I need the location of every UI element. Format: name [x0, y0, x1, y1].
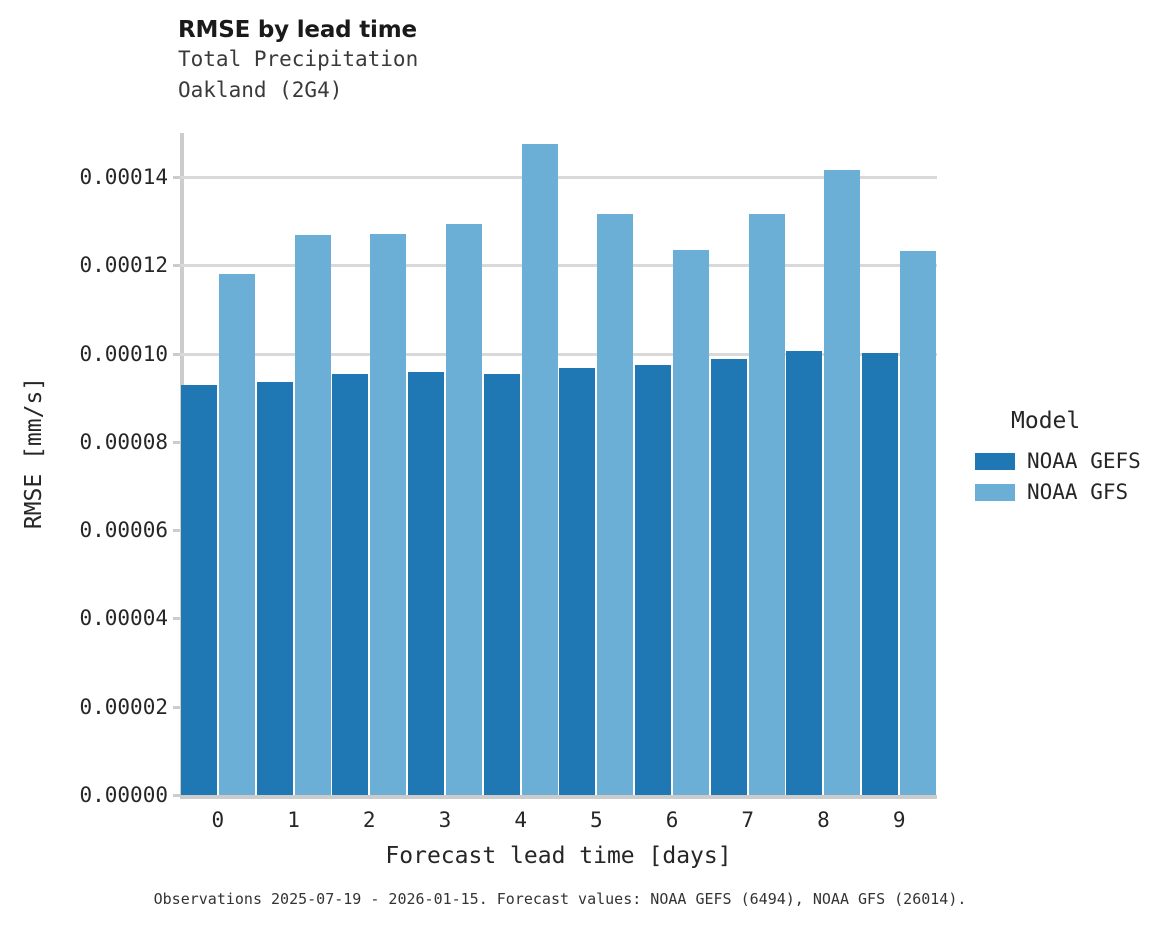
y-axis-title: RMSE [mm/s]: [21, 376, 47, 530]
x-axis-tick-label: 8: [817, 808, 830, 832]
y-axis-tick-label: 0.00008: [79, 429, 168, 454]
y-axis-tick-label: 0.00006: [79, 518, 168, 543]
x-axis-tick-labels: 0 1 2 3 4 5 6 7 8 9: [180, 805, 937, 839]
bar-group: [483, 133, 558, 795]
bar[interactable]: [521, 144, 558, 795]
legend-title: Model: [1011, 408, 1081, 434]
bar[interactable]: [294, 234, 331, 795]
x-axis-tick-label: 9: [892, 808, 906, 832]
legend-item-label: NOAA GEFS: [1027, 449, 1141, 473]
gridline: [180, 264, 937, 268]
chart-subtitle-variable: Total Precipitation: [178, 47, 419, 71]
bar[interactable]: [180, 385, 217, 795]
x-axis-tick-label: 5: [590, 808, 603, 832]
legend-swatch-icon: [975, 453, 1015, 470]
bar-group: [256, 133, 331, 795]
bar-group: [635, 133, 710, 795]
y-axis-tick: [173, 705, 180, 709]
x-axis-tick-label: 1: [287, 808, 300, 832]
x-axis-spine: [180, 795, 937, 799]
y-axis-tick-label: 0.00000: [79, 783, 168, 807]
x-axis-tick-label: 7: [741, 808, 755, 832]
y-axis-tick: [173, 529, 180, 533]
bar[interactable]: [370, 233, 407, 795]
gridline: [180, 352, 937, 356]
y-axis-tick-label: 0.00002: [79, 694, 168, 719]
y-axis-tick: [173, 794, 180, 797]
legend: Model NOAA GEFS NOAA GFS: [975, 408, 1141, 508]
bar-group: [559, 133, 634, 795]
bar[interactable]: [673, 250, 710, 795]
y-axis-tick: [173, 352, 180, 356]
gridline: [180, 176, 937, 180]
x-axis-tick-label: 4: [514, 808, 527, 832]
legend-item-label: NOAA GFS: [1027, 480, 1129, 504]
bar[interactable]: [824, 169, 861, 795]
y-axis-tick: [173, 617, 180, 621]
x-axis-title: Forecast lead time [days]: [385, 843, 732, 869]
bar[interactable]: [559, 367, 596, 795]
y-axis-tick-labels: 0.00000 0.00002 0.00004 0.00006 0.00008 0.000…: [0, 133, 168, 806]
bar-group: [332, 133, 407, 795]
y-axis-tick: [173, 264, 180, 268]
chart-subtitle-location: Oakland (2G4): [178, 78, 343, 102]
bar-group: [710, 133, 785, 795]
bar[interactable]: [445, 223, 482, 795]
y-axis-tick-label: 0.00014: [79, 165, 168, 190]
x-axis-tick-label: 3: [438, 808, 452, 832]
bar[interactable]: [256, 382, 293, 795]
legend-item[interactable]: NOAA GFS: [975, 477, 1141, 508]
bar-group: [407, 133, 482, 795]
bar[interactable]: [710, 358, 747, 795]
bar[interactable]: [332, 373, 369, 795]
y-axis-tick-label: 0.00004: [79, 606, 168, 631]
legend-item[interactable]: NOAA GEFS: [975, 446, 1141, 477]
bar[interactable]: [483, 373, 520, 795]
title-block: RMSE by lead time Total Precipitation Oa…: [178, 16, 938, 106]
plot-area: [173, 133, 937, 797]
footer-caption: Observations 2025-07-19 - 2026-01-15. Fo…: [153, 890, 967, 908]
y-axis-tick: [173, 176, 180, 180]
page-title: RMSE by lead time: [178, 17, 417, 43]
legend-swatch-icon: [975, 484, 1015, 501]
bar-group: [180, 133, 255, 795]
bar[interactable]: [900, 251, 937, 795]
legend-entries: NOAA GEFS NOAA GFS: [975, 446, 1141, 508]
bar-group: [862, 133, 937, 795]
bar[interactable]: [748, 214, 785, 795]
bar[interactable]: [407, 372, 444, 795]
y-axis-tick-label: 0.00010: [79, 341, 168, 366]
bar[interactable]: [597, 214, 634, 795]
y-axis-tick-label: 0.00012: [79, 253, 168, 278]
bar[interactable]: [786, 351, 823, 795]
x-axis-tick-label: 0: [211, 808, 225, 832]
y-axis-tick: [173, 440, 180, 444]
bar-group: [786, 133, 861, 795]
bar[interactable]: [218, 274, 255, 795]
x-axis-tick-label: 2: [362, 808, 376, 832]
bar[interactable]: [635, 364, 672, 795]
x-axis-tick-label: 6: [665, 808, 679, 832]
bar[interactable]: [862, 352, 899, 795]
